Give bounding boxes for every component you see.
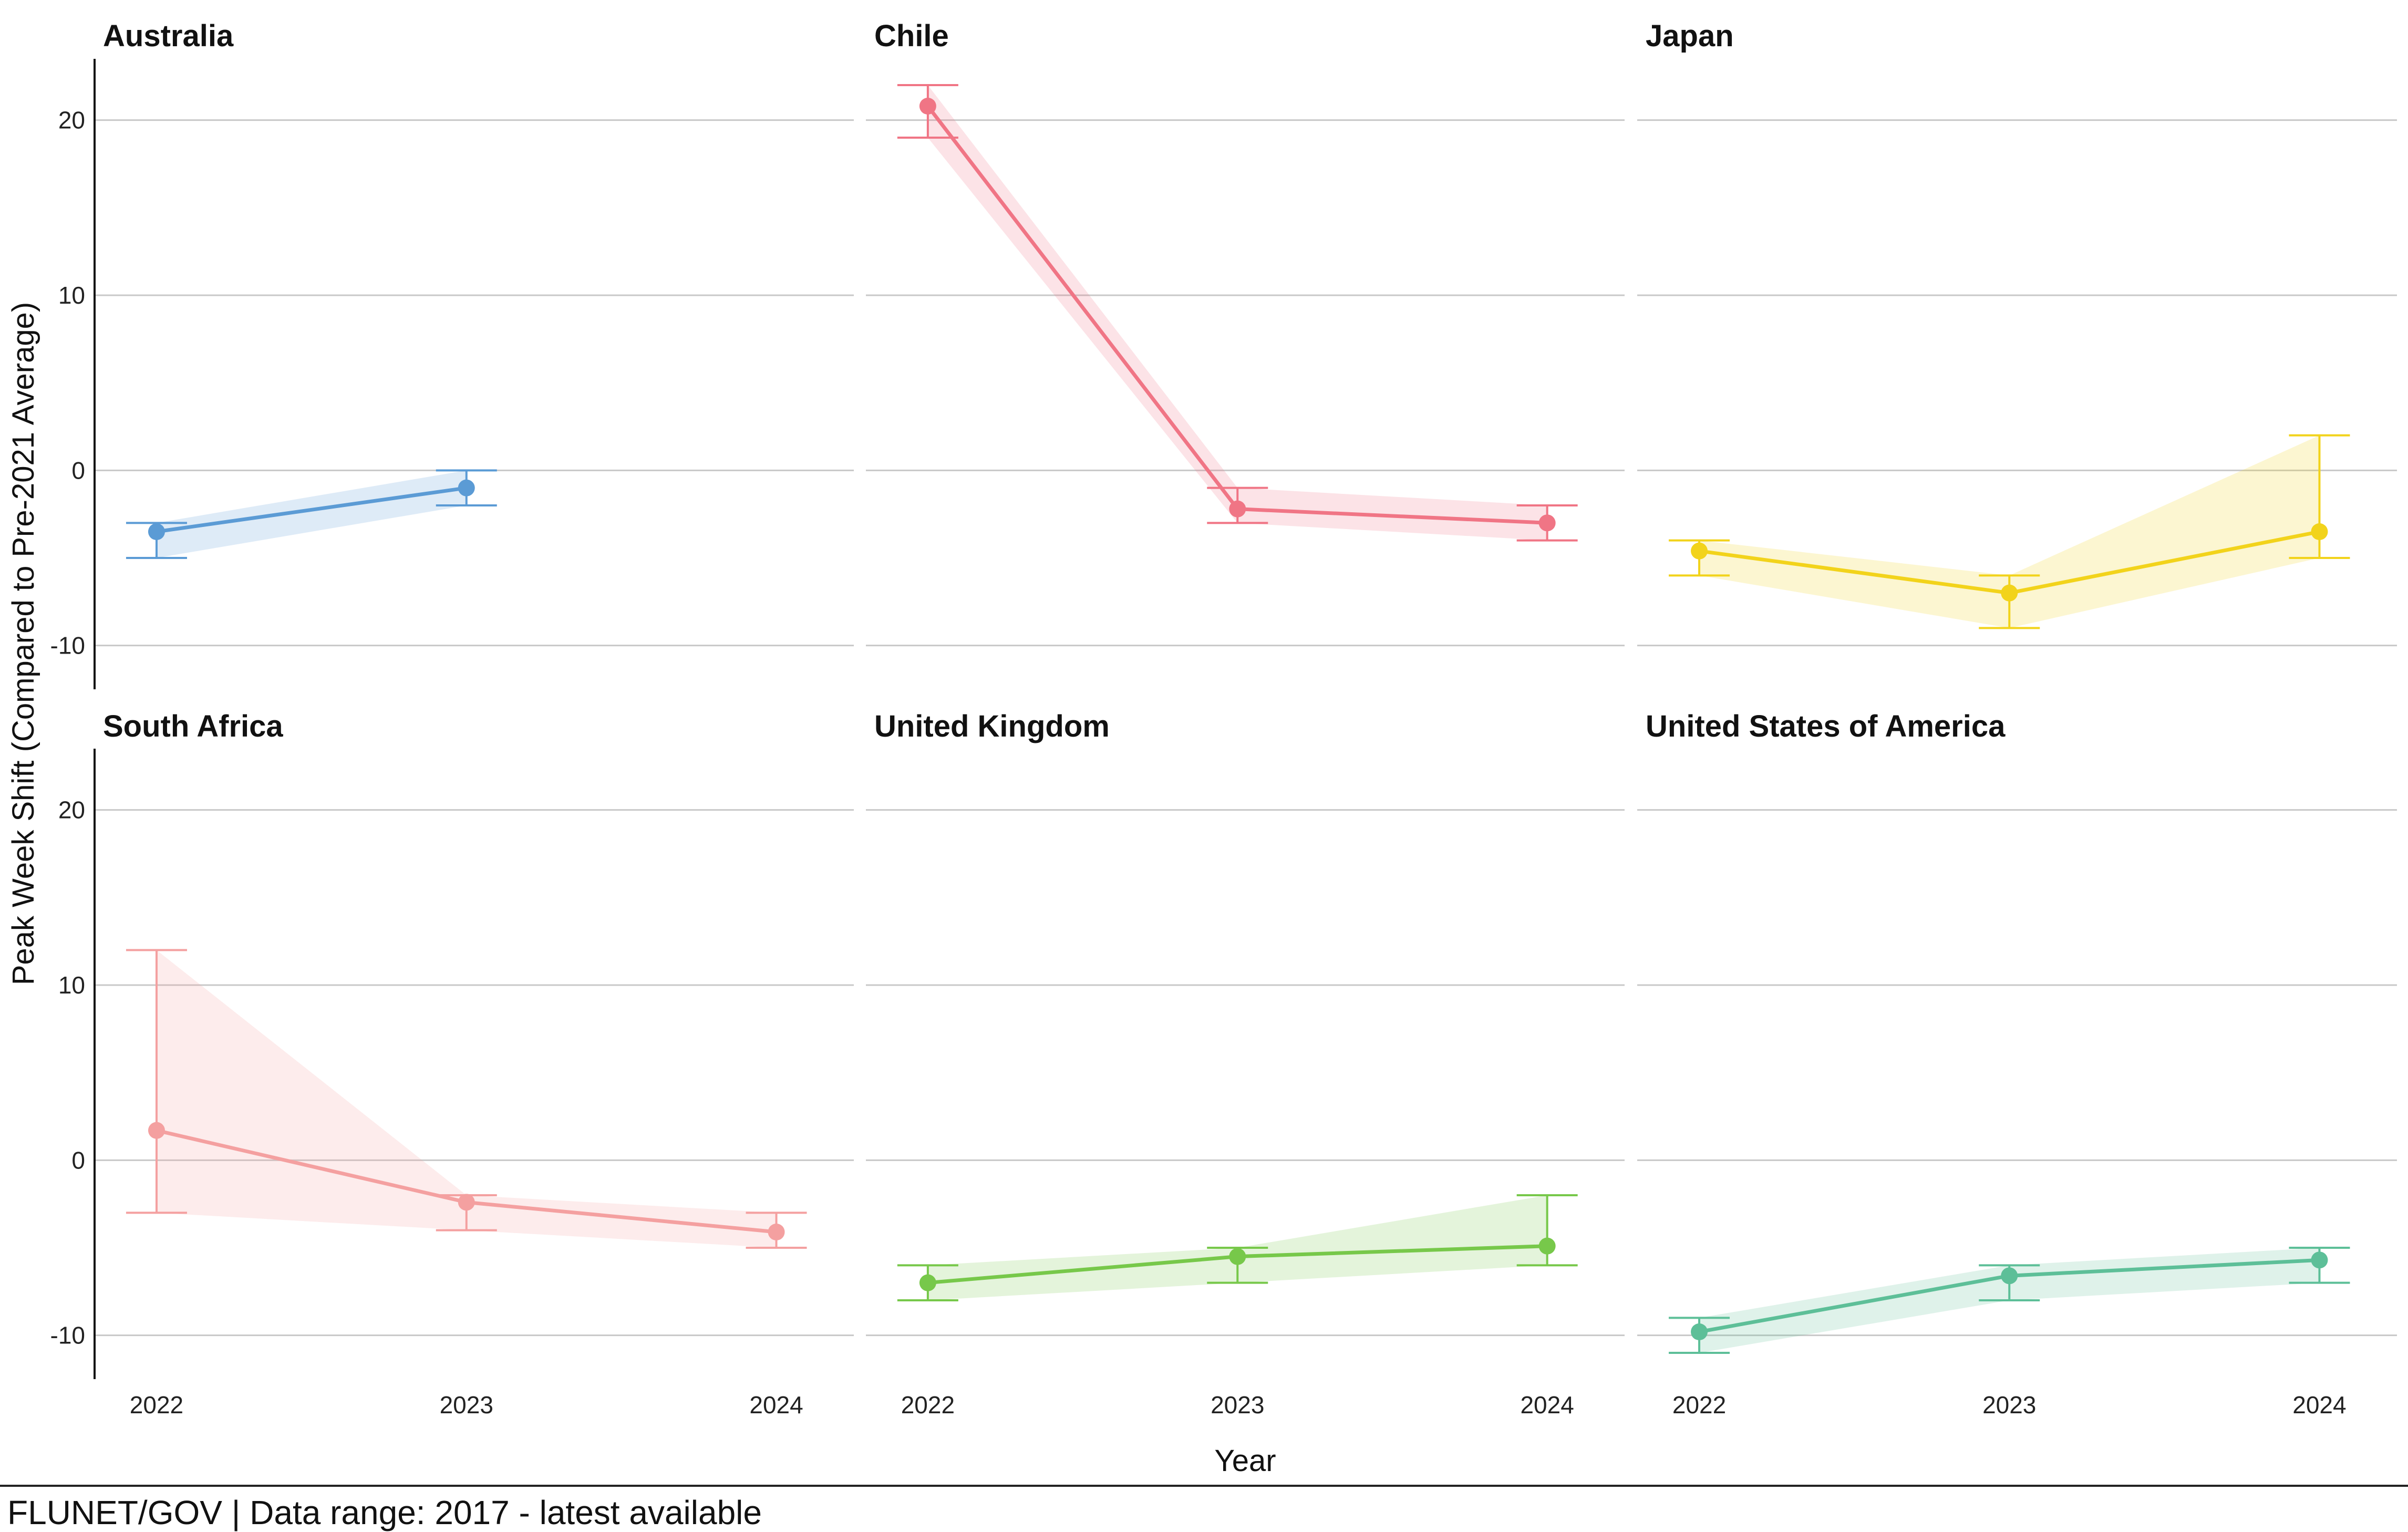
x-tick-label: 2022 (130, 1391, 183, 1419)
series-line-chile (926, 104, 1549, 525)
x-axis-title: Year (1214, 1444, 1276, 1478)
ribbon-australia (156, 470, 467, 558)
facet-japan: Japan (1637, 19, 2397, 647)
ribbon-japan (1699, 435, 2320, 628)
ribbon-south-africa (156, 950, 777, 1248)
data-point-australia-2023 (458, 479, 475, 496)
ribbon-united-states-of-america (1699, 1248, 2320, 1353)
source-caption: FLUNET/GOV | Data range: 2017 - latest a… (7, 1494, 762, 1531)
y-tick-label: 20 (58, 796, 85, 824)
data-point-united-states-of-america-2023 (2001, 1267, 2018, 1285)
error-bar-japan-2023 (1979, 574, 2040, 629)
facet-chile: Chile (866, 19, 1625, 647)
error-bar-south-africa-2022 (126, 949, 187, 1214)
y-tick-label: -10 (50, 632, 85, 659)
y-tick-label: 0 (71, 457, 85, 484)
y-tick-label: 20 (58, 107, 85, 134)
data-point-south-africa-2024 (768, 1224, 785, 1240)
data-point-united-states-of-america-2022 (1691, 1323, 1708, 1340)
y-axis-title: Peak Week Shift (Compared to Pre-2021 Av… (6, 302, 40, 985)
facet-title-australia: Australia (103, 19, 234, 53)
data-point-japan-2022 (1691, 542, 1708, 560)
facet-united-kingdom: 2022 2023 2024 United Kingdom (866, 709, 1625, 1419)
y-tick-label: 10 (58, 971, 85, 999)
x-tick-label: 2023 (1982, 1391, 2036, 1419)
facet-united-states-of-america: 2022 2023 2024 United States of America (1637, 709, 2397, 1419)
x-tick-label: 2022 (1672, 1391, 1726, 1419)
data-point-united-kingdom-2024 (1538, 1237, 1556, 1255)
data-point-japan-2023 (2001, 584, 2018, 602)
x-tick-label: 2024 (2292, 1391, 2346, 1419)
ribbon-chile (927, 85, 1547, 541)
facet-title-south-africa: South Africa (103, 709, 283, 743)
data-point-south-africa-2022 (148, 1122, 165, 1139)
data-point-australia-2022 (148, 523, 165, 540)
data-point-japan-2024 (2311, 523, 2328, 540)
data-point-chile-2022 (919, 98, 936, 115)
series-line-australia (154, 486, 469, 534)
facet-title-united-states-of-america: United States of America (1646, 709, 2006, 743)
data-point-united-states-of-america-2024 (2311, 1251, 2328, 1269)
data-point-chile-2023 (1229, 500, 1246, 517)
data-point-chile-2024 (1538, 514, 1556, 532)
facet-south-africa: -10 0 10 20 2022 2023 2024 South Africa (50, 709, 854, 1419)
x-tick-label: 2024 (1520, 1391, 1574, 1419)
y-tick-label: -10 (50, 1322, 85, 1349)
facet-title-chile: Chile (874, 19, 949, 53)
data-point-united-kingdom-2022 (919, 1274, 936, 1291)
facet-australia: -10 0 10 20 Australia (50, 19, 854, 689)
x-tick-label: 2022 (901, 1391, 955, 1419)
y-tick-label: 10 (58, 282, 85, 309)
facet-title-united-kingdom: United Kingdom (874, 709, 1110, 743)
facet-title-japan: Japan (1646, 19, 1734, 53)
source-caption-bar: FLUNET/GOV | Data range: 2017 - latest a… (0, 1485, 2408, 1532)
data-point-united-kingdom-2023 (1229, 1248, 1246, 1265)
data-point-south-africa-2023 (458, 1194, 475, 1211)
x-tick-label: 2023 (1211, 1391, 1264, 1419)
x-tick-label: 2023 (440, 1391, 493, 1419)
y-tick-label: 0 (71, 1146, 85, 1174)
x-tick-label: 2024 (749, 1391, 803, 1419)
